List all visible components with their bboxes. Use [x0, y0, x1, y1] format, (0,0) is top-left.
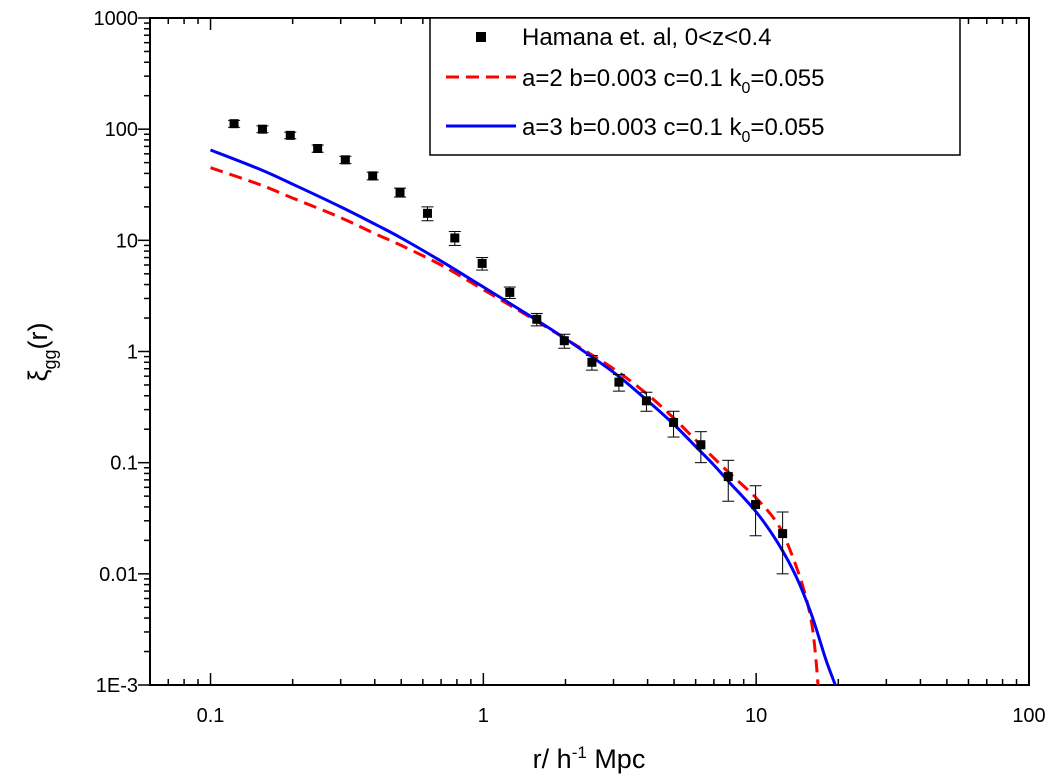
data-point	[751, 500, 761, 510]
data-point	[669, 417, 679, 427]
data-point	[477, 258, 487, 268]
x-tick-label: 0.1	[197, 705, 225, 727]
y-axis-ticks: 1E-3 0.01 0.1 1 10 100 1000	[94, 8, 150, 697]
data-point	[368, 171, 378, 181]
data-point	[641, 396, 651, 406]
data-point	[450, 233, 460, 243]
legend-box	[429, 17, 961, 156]
data-point	[614, 377, 624, 387]
legend-label-solid: a=3 b=0.003 c=0.1 k0=0.055	[522, 114, 825, 146]
data-point	[559, 336, 569, 346]
x-tick-label: 10	[745, 705, 767, 727]
points-layer	[228, 119, 789, 575]
data-point	[395, 187, 405, 197]
series-line-solid	[209, 148, 837, 685]
y-tick-label: 1	[127, 342, 138, 364]
legend-marker-points	[476, 32, 486, 42]
x-axis-title: r/ h-1 Mpc	[533, 743, 646, 774]
y-tick-label: 1E-3	[96, 675, 138, 697]
data-point	[778, 529, 788, 539]
y-tick-label: 0.01	[99, 564, 138, 586]
y-tick-label: 10	[116, 230, 138, 252]
data-point	[257, 124, 267, 134]
y-tick-label: 1000	[94, 8, 139, 30]
data-point	[422, 208, 432, 218]
series-line-dashed	[210, 166, 820, 685]
data-point	[229, 119, 239, 129]
legend: Hamana et. al, 0<z<0.4 a=2 b=0.003 c=0.1…	[429, 17, 961, 156]
data-point	[505, 287, 515, 297]
x-tick-label: 100	[1012, 705, 1045, 727]
data-point	[313, 144, 323, 154]
y-tick-label: 0.1	[110, 453, 138, 475]
y-axis-title: ξgg(r)	[23, 322, 60, 381]
series-layer	[209, 148, 837, 685]
data-point	[696, 440, 706, 450]
data-point	[285, 130, 295, 140]
legend-label-points: Hamana et. al, 0<z<0.4	[522, 24, 772, 51]
data-point	[532, 314, 542, 324]
data-point	[723, 472, 733, 482]
data-point	[587, 357, 597, 367]
legend-label-dashed: a=2 b=0.003 c=0.1 k0=0.055	[522, 65, 825, 97]
data-point	[340, 155, 350, 165]
x-tick-label: 1	[478, 705, 489, 727]
y-tick-label: 100	[105, 119, 138, 141]
